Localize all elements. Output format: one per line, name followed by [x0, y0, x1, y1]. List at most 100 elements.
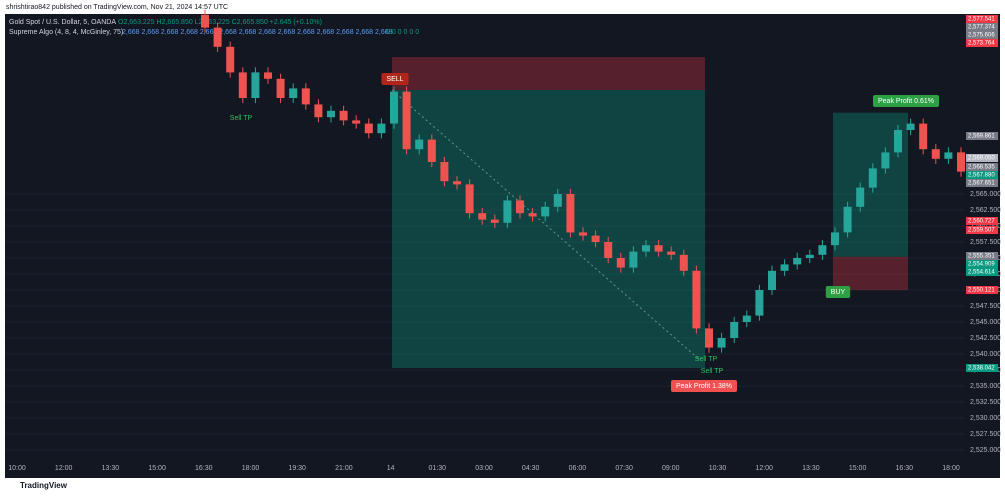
- candle-body: [213, 27, 222, 47]
- y-tick-label: 2,542.500: [970, 335, 1001, 342]
- x-tick-label: 12:00: [755, 465, 773, 472]
- candle-body: [566, 194, 575, 233]
- candle-body: [944, 152, 953, 159]
- y-tick-label: 2,562.500: [970, 207, 1001, 214]
- ohlc: O2,663.225 H2,665.850 L2,663.225 C2,665.…: [118, 19, 322, 26]
- x-tick-label: 10:00: [8, 465, 26, 472]
- candle-body: [881, 152, 890, 169]
- candle-body: [289, 88, 298, 98]
- price-label: 2,569.861: [968, 134, 995, 140]
- candle-body: [327, 110, 335, 118]
- price-label: 2,554.909: [968, 262, 995, 268]
- candle-body: [415, 139, 424, 150]
- plot: 2,525.000 2,527.500 2,530.000 2,532.500 2,53…: [5, 9, 1001, 472]
- price-label-box: [966, 163, 998, 171]
- price-label-box: [966, 154, 998, 162]
- candle-body: [427, 139, 436, 162]
- candle-body: [616, 258, 625, 268]
- price-label-box: [966, 252, 998, 260]
- annotation: Peak Profit 0.61%: [878, 98, 934, 105]
- top-bar: [0, 0, 1005, 14]
- price-label-box: [966, 364, 998, 372]
- candle-body: [516, 200, 524, 214]
- candle-body: [591, 235, 600, 242]
- candle-body: [264, 72, 272, 79]
- candle-body: [957, 152, 965, 172]
- annotation-box: [872, 95, 940, 107]
- annotation-box: [670, 380, 738, 392]
- x-tick-label: 04:30: [522, 465, 540, 472]
- candle-body: [503, 200, 512, 223]
- candle-body: [541, 206, 550, 217]
- price-label: 2,560.727: [968, 219, 995, 225]
- indicator-flags: 0 0 0 0 0 0: [386, 29, 419, 36]
- candle-body: [490, 219, 499, 223]
- annotation: Sell TP: [701, 368, 724, 375]
- candle-body: [831, 232, 839, 246]
- y-tick-label: 2,540.000: [970, 351, 1001, 358]
- price-label-box: [966, 226, 998, 234]
- candle-body: [818, 245, 827, 255]
- annotation-box: [381, 73, 409, 85]
- y-tick-label: 2,547.500: [970, 303, 1001, 310]
- candle-body: [276, 78, 285, 98]
- candle-body: [238, 72, 247, 98]
- x-tick-label: 06:00: [569, 465, 587, 472]
- candle-body: [642, 245, 650, 252]
- y-tick-label: 2,532.500: [970, 399, 1001, 406]
- candle-body: [742, 315, 751, 322]
- candle-body: [553, 194, 562, 207]
- annotation: Peak Profit 1.38%: [676, 383, 732, 390]
- indicator-values: 2,668 2,668 2,668 2,668 2,668 2,668 2,66…: [122, 29, 393, 36]
- candle-body: [667, 251, 676, 255]
- price-label-box: [966, 132, 998, 140]
- candle-body: [654, 245, 663, 252]
- candle-body: [528, 213, 537, 217]
- candle-body: [440, 162, 449, 182]
- publisher: shrishtirao842 published on TradingView.…: [6, 4, 228, 11]
- stop-zone: [392, 57, 705, 90]
- price-label: 2,569.050: [968, 156, 995, 162]
- trade-path: [391, 89, 701, 361]
- price-label-box: [966, 268, 998, 276]
- candle-body: [919, 123, 928, 150]
- candle-body: [339, 110, 348, 121]
- candle-body: [793, 258, 802, 265]
- y-tick-label: 2,565.000: [970, 191, 1001, 198]
- indicator: Supreme Algo (4, 8, 4, McGinley, 75): [9, 29, 123, 36]
- annotation: SELL: [386, 76, 403, 83]
- target-zone: [392, 90, 705, 369]
- price-label: 2,550.121: [968, 288, 995, 294]
- x-tick-label: 18:00: [242, 465, 260, 472]
- annotation-box: [825, 286, 851, 298]
- candle-body: [692, 270, 701, 329]
- candle-body: [805, 254, 814, 258]
- price-label-box: [966, 15, 998, 23]
- candle-body: [402, 91, 411, 150]
- candle-body: [377, 123, 386, 134]
- y-tick-label: 2,525.000: [970, 447, 1001, 454]
- price-label: 2,554.614: [968, 270, 995, 276]
- x-tick-label: 16:30: [195, 465, 213, 472]
- x-tick-label: 12:00: [55, 465, 73, 472]
- candle-body: [251, 72, 260, 98]
- candle-body: [868, 168, 877, 188]
- y-tick-label: 2,557.500: [970, 239, 1001, 246]
- y-tick-label: 2,545.000: [970, 319, 1001, 326]
- candle-body: [931, 149, 940, 159]
- price-label-box: [966, 286, 998, 294]
- candle-body: [894, 130, 902, 153]
- x-tick-label: 03:00: [475, 465, 493, 472]
- price-label: 2,577.541: [968, 17, 995, 23]
- x-tick-label: 15:00: [849, 465, 867, 472]
- annotation: Sell TP: [695, 356, 718, 363]
- candle-body: [579, 232, 587, 236]
- candle-body: [906, 123, 915, 130]
- candle-body: [780, 264, 789, 271]
- candle-body: [768, 270, 776, 290]
- brand: TradingView: [20, 481, 68, 490]
- candle-body: [390, 91, 398, 124]
- candle-body: [604, 242, 613, 258]
- candle-body: [843, 206, 852, 233]
